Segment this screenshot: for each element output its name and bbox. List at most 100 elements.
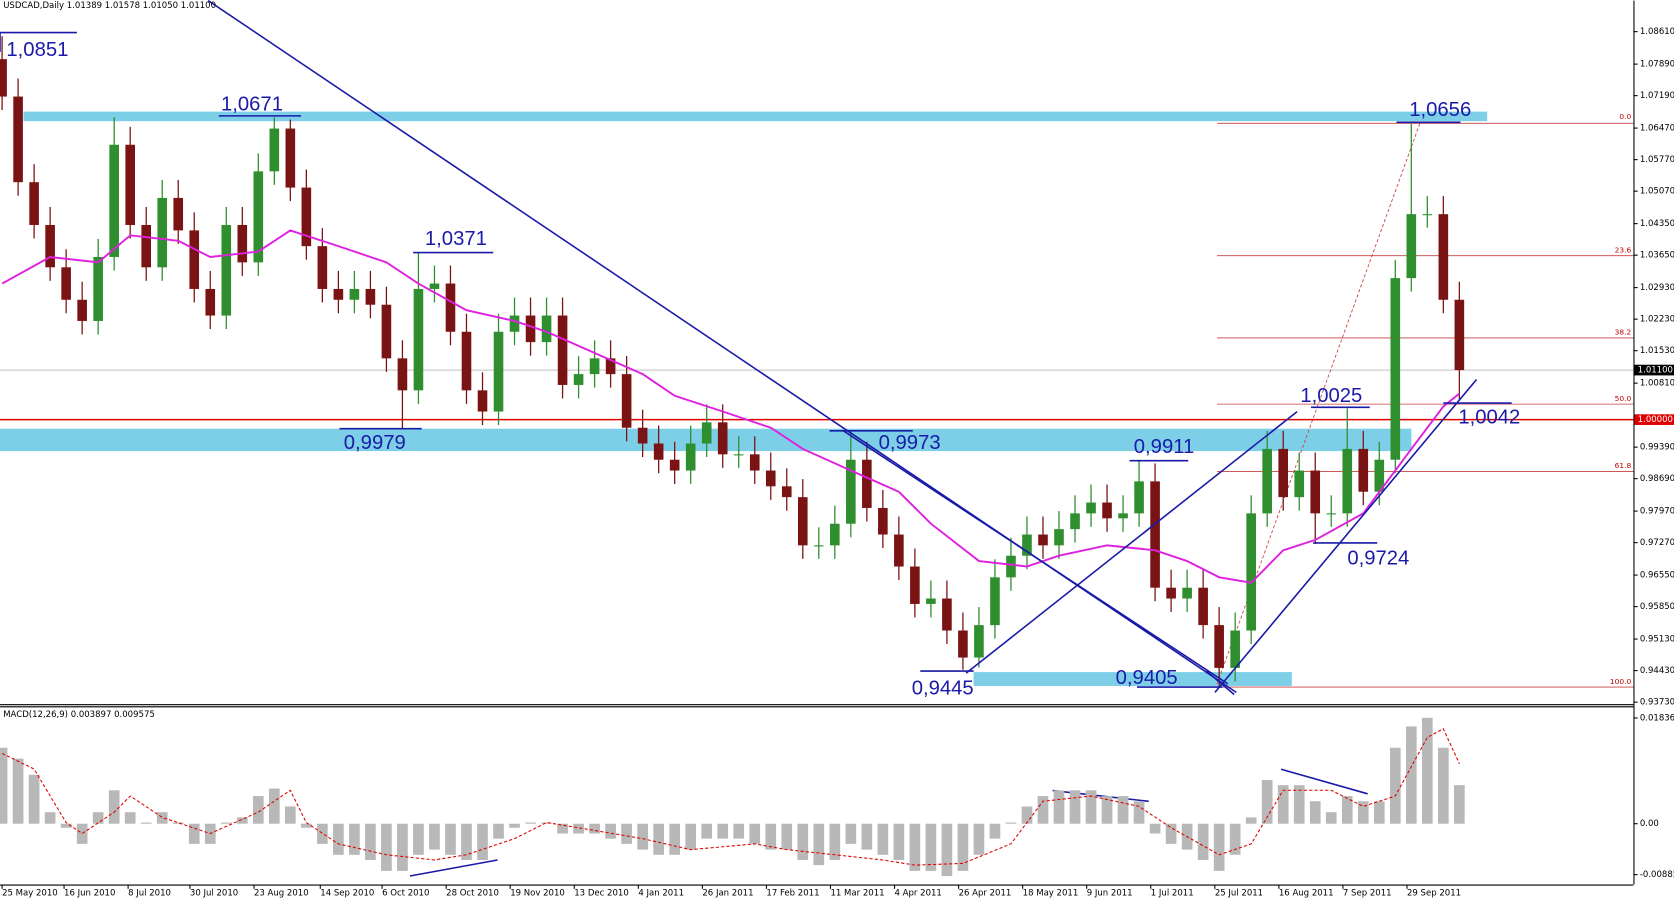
macd-bar: [685, 823, 697, 850]
macd-bar: [76, 823, 88, 844]
macd-bar: [749, 823, 761, 844]
macd-bar: [1438, 747, 1449, 824]
macd-bar: [1037, 796, 1049, 824]
y-tick-label: 0.96550: [1640, 571, 1674, 581]
macd-bar: [12, 758, 24, 824]
candle-body: [701, 422, 712, 444]
macd-bar: [733, 823, 745, 839]
candle-body: [1150, 481, 1160, 588]
macd-bar: [44, 812, 56, 824]
fib-label: 100.0: [1610, 677, 1632, 686]
candle-body: [605, 358, 616, 375]
candle-body: [413, 288, 424, 391]
macd-bar: [1053, 790, 1065, 824]
candle-body: [1422, 214, 1433, 216]
macd-bar: [236, 817, 248, 824]
macd-bar: [1357, 801, 1369, 824]
macd-bar: [349, 823, 360, 855]
macd-bar: [1389, 747, 1401, 824]
macd-bar: [429, 823, 440, 850]
fib-label: 38.2: [1615, 328, 1632, 337]
candle-body: [749, 454, 760, 471]
macd-bar: [589, 823, 600, 834]
candle-body: [813, 545, 824, 547]
x-tick-label: 26 Apr 2011: [959, 889, 1012, 899]
fib-label: 23.6: [1615, 246, 1632, 255]
candle-body: [910, 566, 920, 604]
macd-bar: [124, 812, 136, 824]
candle-body: [589, 358, 600, 375]
candle-body: [637, 427, 648, 444]
candle-body: [1022, 534, 1032, 556]
macd-bar: [413, 823, 424, 855]
macd-bar: [1133, 801, 1145, 824]
macd-bar: [397, 823, 408, 871]
macd-bar: [252, 796, 264, 824]
candle-body: [1182, 587, 1192, 599]
candle-body: [125, 144, 135, 225]
macd-bar: [781, 823, 793, 850]
candle-body: [1102, 502, 1112, 519]
resistance-zone: [23, 111, 1488, 122]
y-tick-label: 0.018363: [1640, 714, 1674, 724]
macd-bar: [1005, 822, 1017, 824]
y-tick-label: 1.02230: [1640, 315, 1674, 325]
candle-body: [269, 128, 280, 172]
x-tick-label: 30 Jul 2010: [190, 889, 238, 899]
level-label: 0,9979: [344, 432, 406, 454]
fib-label: 0.0: [1619, 112, 1631, 121]
macd-bar: [1421, 717, 1433, 824]
macd-bar: [1454, 785, 1465, 824]
x-tick-label: 19 Nov 2010: [510, 889, 565, 899]
y-tick-label: 1.02930: [1640, 283, 1674, 293]
level-label: 0,9405: [1116, 667, 1178, 689]
fib-trend: [1216, 123, 1421, 684]
candle-body: [830, 523, 840, 546]
macd-bar: [621, 823, 632, 844]
macd-bar: [365, 823, 376, 860]
candle-body: [349, 288, 360, 300]
candle-body: [1438, 214, 1449, 300]
y-tick-label: 1.07890: [1640, 60, 1674, 70]
x-tick-label: 4 Apr 2011: [895, 889, 942, 899]
y-tick-label: 0.97270: [1640, 538, 1674, 548]
candle-body: [717, 422, 728, 455]
candle-body: [61, 267, 71, 300]
candle-body: [621, 374, 632, 428]
macd-bar: [925, 823, 937, 871]
macd-bar: [1309, 801, 1321, 824]
candle-body: [1406, 214, 1417, 279]
y-tick-label: 1.04350: [1640, 219, 1674, 229]
candle-body: [846, 459, 856, 524]
macd-bar: [861, 823, 873, 850]
macd-bar: [973, 823, 985, 855]
fibonacci: [1216, 122, 1634, 688]
macd-bar: [509, 823, 520, 828]
candle-body: [93, 256, 103, 321]
y-tick-label: 0.99390: [1640, 443, 1674, 453]
x-tick-label: 8 Jul 2010: [128, 889, 171, 899]
y-tick-label: 1.03650: [1640, 251, 1674, 261]
macd-bar: [717, 823, 729, 839]
x-tick-label: 25 Jul 2011: [1215, 889, 1263, 899]
x-tick-label: 14 Sep 2010: [320, 889, 374, 899]
candle-body: [781, 486, 792, 498]
level-label: 0,9445: [912, 678, 974, 700]
candle-body: [29, 182, 39, 225]
candle-body: [509, 315, 520, 332]
macd-bar: [797, 823, 809, 860]
macd-bar: [845, 823, 857, 844]
candle-body: [1294, 470, 1305, 498]
macd-bar: [1021, 806, 1033, 824]
candle-body: [141, 224, 152, 268]
candle-body: [1118, 513, 1128, 519]
frame: [0, 0, 1635, 886]
macd-bar: [317, 823, 328, 844]
candle-body: [573, 374, 584, 385]
divergence-line: [1280, 768, 1368, 795]
price-plot: [0, 36, 1634, 688]
macd-bar: [669, 823, 681, 855]
x-tick-label: 4 Jan 2011: [638, 889, 684, 899]
candle-body: [1054, 529, 1064, 546]
